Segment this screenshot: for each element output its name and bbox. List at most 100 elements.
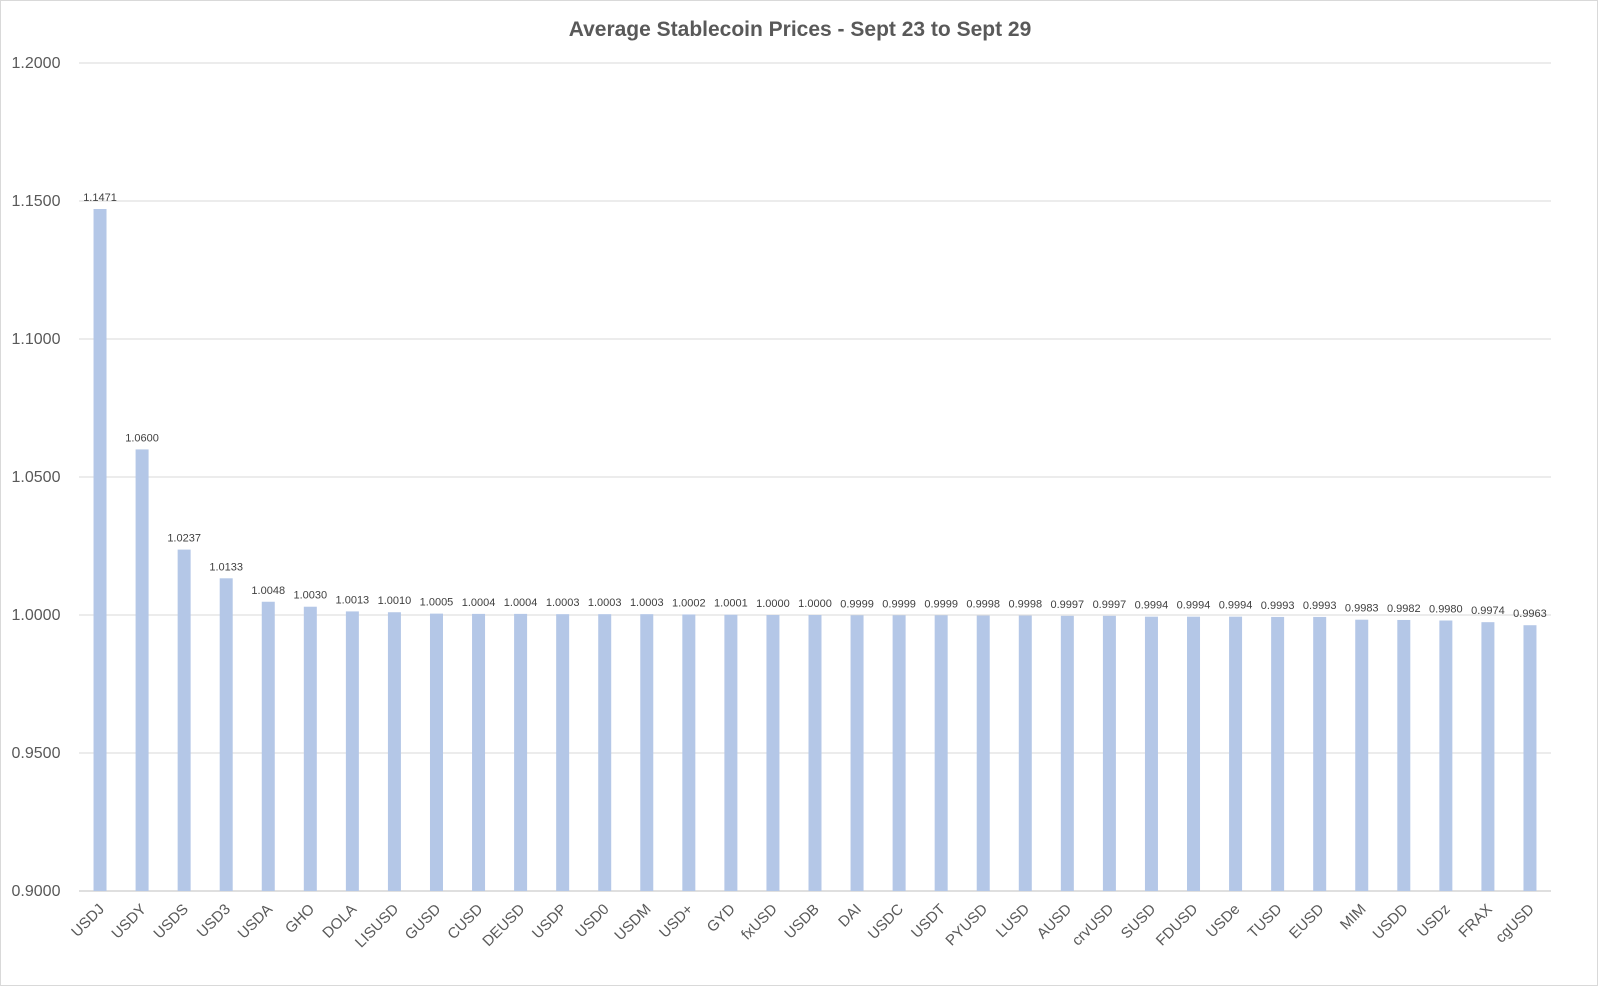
x-tick-label: USDD: [1370, 901, 1412, 943]
bar-lusd: [1018, 615, 1032, 891]
x-tick-label: LISUSD: [352, 901, 402, 951]
x-tick-label: TUSD: [1245, 901, 1286, 942]
data-label: 0.9994: [1135, 600, 1169, 612]
x-tick-label: USD3: [194, 901, 234, 941]
bar-eusd: [1313, 616, 1327, 891]
data-label: 1.0237: [167, 533, 201, 545]
x-tick-label: USDP: [529, 901, 570, 942]
data-label: 1.0133: [209, 561, 243, 573]
x-tick-label: GUSD: [402, 901, 445, 944]
data-label: 1.0005: [420, 597, 454, 609]
x-tick-label: USDC: [865, 901, 907, 943]
y-tick-label: 1.1000: [12, 331, 61, 348]
bar-mim: [1355, 619, 1369, 891]
bar-crvusd: [1102, 615, 1116, 891]
x-tick-label: USD0: [572, 901, 612, 941]
data-label: 1.0003: [588, 597, 622, 609]
x-tick-label: DEUSD: [479, 901, 528, 950]
data-label: 0.9997: [1051, 599, 1085, 611]
bar-usde: [1229, 616, 1243, 891]
data-label: 0.9997: [1093, 599, 1127, 611]
data-label: 1.0003: [546, 597, 580, 609]
data-label: 0.9998: [966, 599, 1000, 611]
x-tick-label: USDe: [1203, 901, 1243, 941]
bar-usdm: [640, 614, 654, 891]
x-tick-label: crvUSD: [1069, 901, 1118, 950]
data-label: 1.0002: [672, 597, 706, 609]
bars: [93, 209, 1537, 891]
bar-deusd: [514, 613, 528, 891]
data-label: 1.0004: [504, 597, 538, 609]
y-axis-ticks: 0.9000 0.9500 1.0000 1.0500 1.1000 1.1500 1.20…: [12, 55, 61, 900]
data-label: 0.9982: [1387, 603, 1421, 615]
y-tick-label: 0.9000: [12, 883, 61, 900]
x-tick-label: FRAX: [1455, 901, 1495, 941]
y-tick-label: 1.0500: [12, 469, 61, 486]
x-tick-label: USDT: [908, 901, 949, 942]
bar-usda: [261, 601, 275, 891]
bar-usd-: [682, 614, 696, 891]
data-label: 1.0001: [714, 598, 748, 610]
bar-gyd: [724, 614, 738, 891]
data-label: 1.0000: [756, 598, 790, 610]
bar-gusd: [429, 613, 443, 891]
data-label: 0.9974: [1471, 605, 1505, 617]
bar-usd3: [219, 578, 233, 891]
data-label: 1.0003: [630, 597, 664, 609]
bar-cgusd: [1523, 625, 1537, 891]
chart-title: Average Stablecoin Prices - Sept 23 to S…: [569, 18, 1032, 41]
bar-usds: [177, 549, 191, 891]
bar-ausd: [1060, 615, 1074, 891]
data-label: 0.9998: [1008, 599, 1042, 611]
x-tick-label: GHO: [282, 901, 318, 937]
data-label: 0.9993: [1261, 600, 1295, 612]
bar-susd: [1144, 616, 1158, 891]
data-label: 1.1471: [83, 192, 117, 204]
x-tick-label: USD+: [656, 901, 697, 942]
bar-usdy: [135, 449, 149, 891]
y-tick-label: 1.2000: [12, 55, 61, 72]
x-tick-label: USDA: [235, 901, 276, 942]
x-tick-label: DAI: [835, 901, 865, 931]
x-tick-label: DOLA: [319, 901, 360, 942]
x-tick-label: USDS: [150, 901, 191, 942]
bar-fxusd: [766, 615, 780, 891]
y-tick-label: 0.9500: [12, 745, 61, 762]
data-label: 0.9980: [1429, 604, 1463, 616]
data-label: 1.0004: [462, 597, 496, 609]
data-label: 1.0030: [293, 590, 327, 602]
x-tick-label: PYUSD: [942, 901, 991, 950]
bar-usdp: [556, 614, 570, 891]
x-tick-label: fxUSD: [738, 901, 781, 944]
x-tick-label: USDM: [611, 901, 654, 944]
x-tick-label: USDJ: [68, 901, 108, 941]
data-label: 1.0000: [798, 598, 832, 610]
data-label: 0.9983: [1345, 603, 1379, 615]
bar-frax: [1481, 622, 1495, 891]
bar-pyusd: [976, 615, 990, 891]
x-tick-label: EUSD: [1286, 901, 1328, 943]
bar-cusd: [472, 613, 486, 891]
x-tick-label: FDUSD: [1153, 901, 1202, 950]
bar-tusd: [1271, 616, 1285, 891]
data-label: 0.9994: [1177, 600, 1211, 612]
bar-fdusd: [1187, 616, 1201, 891]
x-tick-label: cgUSD: [1492, 901, 1538, 947]
bar-usdc: [892, 615, 906, 891]
data-label: 1.0013: [336, 594, 370, 606]
data-label: 1.0600: [125, 432, 159, 444]
x-tick-label: LUSD: [993, 901, 1033, 941]
bar-dai: [850, 615, 864, 891]
data-label: 0.9999: [924, 598, 958, 610]
data-label: 0.9999: [882, 598, 916, 610]
x-tick-label: USDY: [108, 901, 149, 942]
y-tick-label: 1.1500: [12, 193, 61, 210]
bar-usdt: [934, 615, 948, 891]
bar-dola: [345, 611, 359, 891]
x-tick-label: GYD: [704, 901, 739, 936]
data-label: 1.0048: [251, 585, 285, 597]
bar-usd0: [598, 614, 612, 891]
data-label: 1.0010: [378, 595, 412, 607]
